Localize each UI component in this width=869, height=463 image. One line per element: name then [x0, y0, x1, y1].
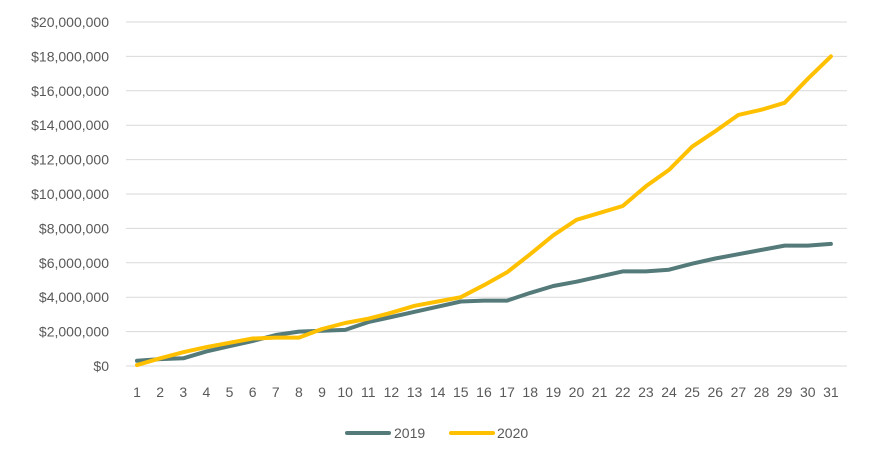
legend-label-2019: 2019	[394, 425, 425, 441]
x-tick-label: 27	[731, 384, 747, 400]
x-tick-label: 26	[707, 384, 723, 400]
x-tick-label: 17	[499, 384, 515, 400]
x-tick-label: 23	[638, 384, 654, 400]
y-tick-label: $12,000,000	[31, 152, 109, 168]
x-tick-label: 31	[823, 384, 839, 400]
y-tick-label: $18,000,000	[31, 48, 109, 64]
x-tick-label: 3	[179, 384, 187, 400]
x-tick-label: 20	[569, 384, 585, 400]
legend-label-2020: 2020	[497, 425, 528, 441]
x-tick-label: 12	[384, 384, 400, 400]
y-axis-tick-labels: $0 $2,000,000 $4,000,000 $6,000,000 $8,000,0…	[31, 14, 109, 374]
x-tick-label: 14	[430, 384, 446, 400]
series-lines	[135, 54, 833, 368]
series-line-2019	[135, 241, 833, 363]
y-tick-label: $4,000,000	[39, 289, 109, 305]
x-tick-label: 7	[272, 384, 280, 400]
x-tick-label: 29	[777, 384, 793, 400]
y-tick-label: $20,000,000	[31, 14, 109, 30]
y-tick-label: $14,000,000	[31, 117, 109, 133]
x-tick-label: 8	[295, 384, 303, 400]
x-tick-label: 9	[318, 384, 326, 400]
series-line-2020	[135, 54, 833, 368]
y-tick-label: $10,000,000	[31, 186, 109, 202]
x-tick-label: 10	[337, 384, 353, 400]
x-tick-label: 28	[754, 384, 770, 400]
x-tick-label: 22	[615, 384, 631, 400]
x-tick-label: 21	[592, 384, 608, 400]
x-tick-label: 18	[522, 384, 538, 400]
legend: 2019 2020	[345, 425, 528, 441]
x-tick-label: 16	[476, 384, 492, 400]
x-tick-label: 4	[202, 384, 210, 400]
x-tick-label: 2	[156, 384, 164, 400]
y-tick-label: $8,000,000	[39, 220, 109, 236]
x-tick-label: 19	[546, 384, 562, 400]
x-tick-label: 5	[226, 384, 234, 400]
x-tick-label: 11	[361, 384, 376, 400]
x-tick-label: 30	[800, 384, 816, 400]
x-tick-label: 1	[133, 384, 141, 400]
gridlines	[126, 21, 847, 367]
x-axis-tick-labels: 1 2 3 4 5 6 7 8 9 10 11 12 13 14 15 16 17 18 19 20 21 22 23 24 2…	[133, 384, 839, 400]
y-tick-label: $2,000,000	[39, 324, 109, 340]
y-tick-label: $6,000,000	[39, 255, 109, 271]
y-tick-label: $0	[93, 358, 109, 374]
x-tick-label: 15	[453, 384, 469, 400]
x-tick-label: 13	[407, 384, 423, 400]
x-tick-label: 25	[684, 384, 700, 400]
y-tick-label: $16,000,000	[31, 83, 109, 99]
x-tick-label: 6	[249, 384, 257, 400]
x-tick-label: 24	[661, 384, 677, 400]
